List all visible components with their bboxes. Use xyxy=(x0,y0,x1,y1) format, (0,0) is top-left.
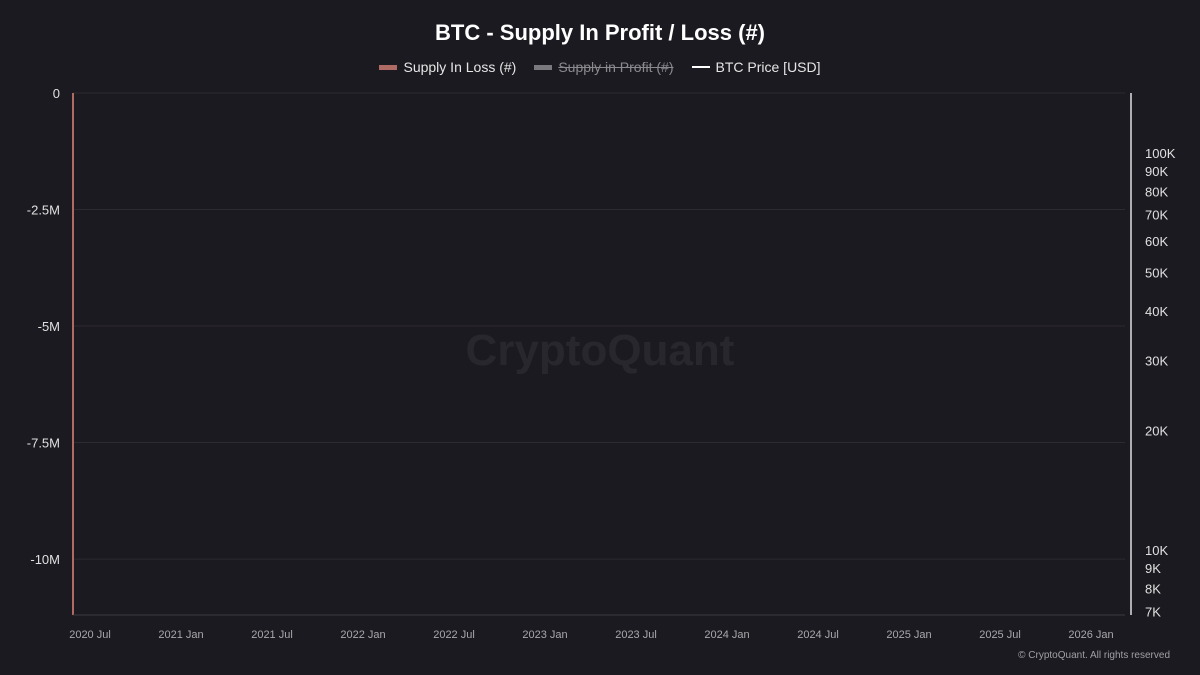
y-right-tick-label: 20K xyxy=(1145,423,1168,438)
y-left-tick-label: -2.5M xyxy=(27,203,60,218)
legend: Supply In Loss (#) Supply in Profit (#) … xyxy=(0,59,1200,75)
legend-item-supply-in-loss[interactable]: Supply In Loss (#) xyxy=(379,59,516,75)
y-right-tick-label: 9K xyxy=(1145,561,1161,576)
y-right-tick-label: 8K xyxy=(1145,581,1161,596)
x-tick-label: 2022 Jan xyxy=(340,629,385,641)
chart-title: BTC - Supply In Profit / Loss (#) xyxy=(435,20,765,45)
legend-item-btc-price[interactable]: BTC Price [USD] xyxy=(691,59,821,75)
legend-label: Supply in Profit (#) xyxy=(558,59,674,75)
y-right-tick-label: 100K xyxy=(1145,146,1176,161)
y-right-tick-label: 70K xyxy=(1145,207,1168,222)
x-tick-label: 2021 Jan xyxy=(158,629,203,641)
legend-label: Supply In Loss (#) xyxy=(403,59,517,75)
watermark: CryptoQuant xyxy=(466,326,735,375)
x-tick-label: 2024 Jan xyxy=(704,629,749,641)
y-right-tick-label: 7K xyxy=(1145,604,1161,619)
copyright-footer: © CryptoQuant. All rights reserved xyxy=(1018,650,1170,661)
x-tick-label: 2023 Jan xyxy=(522,629,567,641)
x-tick-label: 2025 Jan xyxy=(886,629,931,641)
y-right-tick-label: 50K xyxy=(1145,266,1168,281)
legend-swatch xyxy=(379,64,398,70)
x-tick-label: 2023 Jul xyxy=(615,629,657,641)
y-right-tick-label: 90K xyxy=(1145,164,1168,179)
y-left-tick-label: -5M xyxy=(38,319,60,334)
y-right-tick-label: 30K xyxy=(1145,354,1168,369)
y-left-tick-label: -10M xyxy=(30,552,60,567)
legend-label: BTC Price [USD] xyxy=(715,59,821,75)
y-left-tick-label: -7.5M xyxy=(27,436,60,451)
legend-swatch xyxy=(691,66,710,68)
x-tick-label: 2024 Jul xyxy=(797,629,839,641)
y-right-tick-label: 40K xyxy=(1145,304,1168,319)
y-right-tick-label: 80K xyxy=(1145,184,1168,199)
x-tick-label: 2021 Jul xyxy=(251,629,293,641)
plot-background xyxy=(82,93,1122,615)
x-tick-label: 2026 Jan xyxy=(1068,629,1113,641)
x-tick-label: 2020 Jul xyxy=(69,629,111,641)
x-tick-label: 2022 Jul xyxy=(433,629,475,641)
y-right-tick-label: 60K xyxy=(1145,234,1168,249)
legend-swatch xyxy=(534,64,553,70)
legend-item-supply-in-profit[interactable]: Supply in Profit (#) xyxy=(534,59,674,75)
y-right-tick-label: 10K xyxy=(1145,543,1168,558)
y-left-tick-label: 0 xyxy=(53,86,60,101)
x-tick-label: 2025 Jul xyxy=(979,629,1021,641)
